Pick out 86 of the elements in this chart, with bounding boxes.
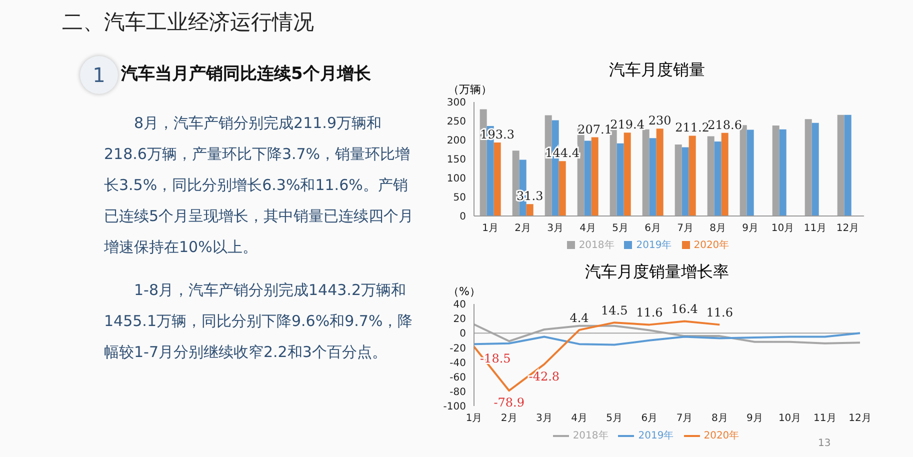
data-label: 11.6: [706, 306, 733, 320]
y-tick-label: 100: [446, 174, 466, 185]
bar: [714, 142, 722, 216]
data-label: 219.4: [610, 118, 645, 132]
text: 二、汽车工业经济运行情况: [62, 9, 314, 36]
data-label: 11.6: [636, 306, 663, 320]
x-tick-label: 11月: [804, 223, 827, 234]
x-tick-label: 11月: [814, 413, 836, 424]
bar: [624, 132, 631, 216]
bar: [649, 138, 656, 216]
y-tick-label: 150: [446, 154, 466, 166]
line-series: [473, 323, 861, 344]
x-tick-label: 2月: [500, 413, 518, 424]
x-tick-label: 12月: [836, 223, 860, 234]
text: 汽车当月产销同比连续5个月增长: [121, 63, 371, 85]
bar: [656, 128, 664, 216]
legend-label: 2019年: [638, 430, 674, 442]
y-tick-label: -40: [450, 358, 466, 369]
legend-label: 2018年: [578, 240, 614, 251]
bar: [746, 130, 754, 216]
x-tick-label: 3月: [547, 223, 564, 234]
x-tick-label: 5月: [606, 413, 623, 424]
text: 1: [80, 56, 118, 94]
chart-title: 汽车月度销量增长率: [584, 262, 730, 283]
data-label: 16.4: [671, 302, 698, 316]
y-axis-title: （万辆）: [448, 82, 492, 97]
bar: [779, 129, 786, 216]
x-tick-label: 2月: [514, 223, 531, 234]
bar: [494, 142, 501, 216]
x-tick-label: 7月: [677, 223, 694, 234]
x-tick-label: 6月: [641, 413, 658, 424]
data-label: 230: [648, 114, 672, 128]
bar: [688, 136, 696, 216]
y-tick-label: 50: [453, 192, 466, 204]
legend-label: 2020年: [694, 240, 730, 251]
y-tick-label: 0: [460, 212, 466, 223]
y-tick-label: -80: [450, 386, 466, 398]
data-label: 14.5: [601, 304, 628, 318]
bar: [558, 161, 566, 216]
bar: [682, 147, 689, 216]
data-label: 211.2: [675, 120, 710, 135]
bar: [584, 140, 592, 216]
bar: [812, 122, 819, 216]
x-tick-label: 9月: [742, 223, 758, 234]
x-tick-label: 5月: [612, 223, 628, 234]
x-tick-label: 7月: [676, 413, 693, 424]
y-tick-label: 40: [453, 300, 466, 311]
x-tick-label: 4月: [571, 413, 588, 424]
x-tick-label: 8月: [710, 223, 726, 234]
y-tick-label: 200: [446, 136, 466, 147]
x-tick-label: 1月: [466, 413, 482, 424]
legend-label: 2019年: [636, 240, 672, 251]
data-label: 207.1: [578, 122, 612, 136]
x-tick-label: 10月: [771, 223, 794, 234]
x-tick-label: 6月: [644, 223, 661, 234]
text: 8月，汽车产销分别完成211.9万辆和218.6万辆，产量环比下降3.7%，销量环比增长3.5%，同比分别增长6.3%和11.6%。产销已连续5个月呈现增长，其中销量已连续四个月增速保持在10%以上。: [104, 113, 415, 258]
legend-label: 2020年: [704, 430, 740, 442]
y-tick-label: 20: [453, 314, 466, 326]
y-tick-label: -20: [450, 343, 466, 354]
chart-title: 汽车月度销量: [608, 60, 706, 81]
text: 1-8月，汽车产销分别完成1443.2万辆和1455.1万辆，同比分别下降9.6%和9.7%，降幅较1-7月分别继续收窄2.2和3个百分点。: [104, 280, 414, 363]
x-tick-label: 9月: [746, 413, 763, 424]
line-series: [473, 332, 861, 346]
x-tick-label: 8月: [711, 413, 728, 424]
text: 13: [818, 438, 831, 449]
y-tick-label: 250: [446, 116, 466, 128]
y-tick-label: 300: [446, 98, 466, 109]
bar: [721, 132, 728, 216]
x-tick-label: 3月: [536, 413, 552, 424]
bar: [591, 137, 598, 216]
bar: [844, 114, 852, 216]
bar: [616, 143, 624, 216]
data-label: 218.6: [708, 118, 742, 132]
x-tick-label: 1月: [482, 223, 498, 234]
y-tick-label: -60: [450, 372, 466, 384]
y-axis-title: （%）: [448, 284, 480, 299]
bar: [526, 204, 534, 216]
data-label: 4.4: [570, 310, 590, 325]
x-tick-label: 10月: [778, 413, 802, 424]
x-tick-label: 12月: [848, 413, 872, 424]
legend-label: 2018年: [572, 430, 608, 442]
y-tick-label: 0: [460, 328, 466, 340]
data-label: -42.8: [528, 369, 560, 384]
data-label: -78.9: [494, 396, 524, 410]
x-tick-label: 4月: [580, 223, 596, 234]
y-tick-label: -100: [443, 402, 466, 413]
